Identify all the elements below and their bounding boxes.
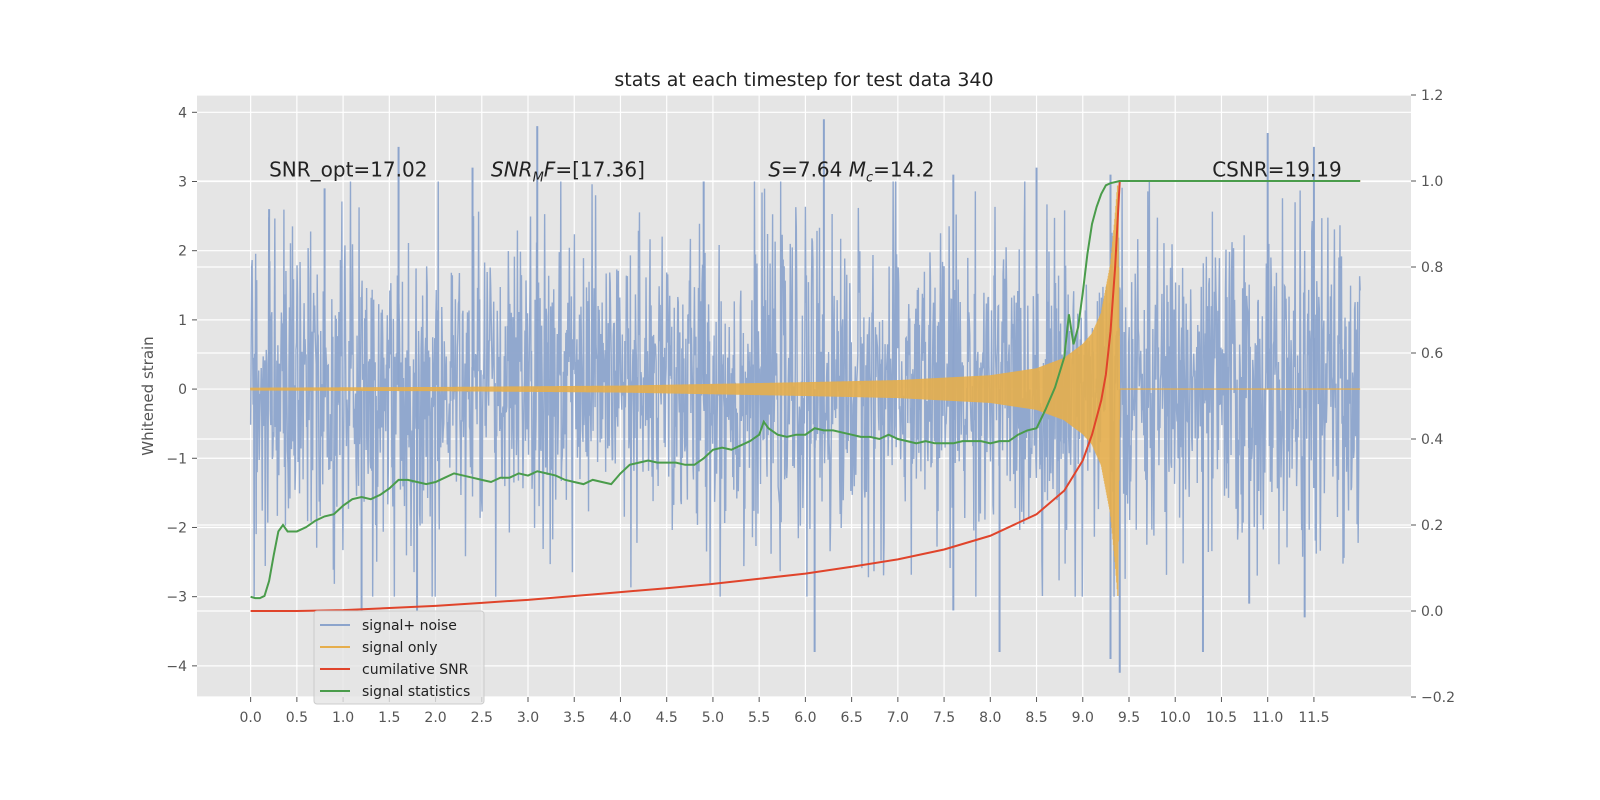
annotation: SNR_opt=17.02 bbox=[269, 158, 427, 182]
x-tick-label: 5.5 bbox=[748, 710, 770, 726]
y2-tick-label: 0.0 bbox=[1421, 604, 1443, 620]
legend: signal+ noise signal only cumilative SNR si… bbox=[313, 610, 485, 705]
y2-tick-label: 0.2 bbox=[1421, 518, 1443, 534]
x-tick-label: 9.5 bbox=[1118, 710, 1140, 726]
annotations: SNR_opt=17.02 SNRMF=[17.36] S=7.64 Mc=14.2… bbox=[269, 158, 1342, 186]
annotation: S=7.64 Mc=14.2 bbox=[768, 158, 934, 186]
x-tick-label: 0.5 bbox=[286, 710, 308, 726]
y2-tick-label: 1.2 bbox=[1421, 88, 1443, 104]
x-tick-label: 10.5 bbox=[1206, 710, 1237, 726]
y2-tick-label: 0.4 bbox=[1421, 432, 1443, 448]
y-tick-label: 4 bbox=[178, 105, 187, 121]
y-tick-label: 1 bbox=[178, 313, 187, 329]
legend-cumulative-snr-label: cumilative SNR bbox=[362, 662, 469, 678]
x-tick-label: 11.0 bbox=[1252, 710, 1283, 726]
x-tick-label: 4.0 bbox=[609, 710, 631, 726]
y2-tick-label: −0.2 bbox=[1421, 690, 1455, 706]
y-tick-label: −4 bbox=[166, 659, 187, 675]
x-tick-label: 11.5 bbox=[1298, 710, 1329, 726]
y2-tick-label: 0.8 bbox=[1421, 260, 1443, 276]
signal-noise-series bbox=[249, 119, 1361, 673]
legend-signal-noise-label: signal+ noise bbox=[362, 618, 457, 634]
y-tick-label: 0 bbox=[178, 382, 187, 398]
axes: 0.0 0.5 1.0 1.5 2.0 2.5 3.0 3.5 4.0 4.5 5.0 5.5 6.0 6… bbox=[166, 88, 1455, 726]
y-tick-label: 2 bbox=[178, 244, 187, 260]
y-axis-label: Whitened strain bbox=[139, 336, 157, 455]
annotation: CSNR=19.19 bbox=[1212, 158, 1342, 182]
x-tick-label: 5.0 bbox=[702, 710, 724, 726]
y2-tick-label: 1.0 bbox=[1421, 174, 1443, 190]
x-tick-label: 10.0 bbox=[1160, 710, 1191, 726]
x-tick-label: 0.0 bbox=[239, 710, 261, 726]
signal-only-trace bbox=[249, 185, 1361, 597]
x-tick-label: 1.5 bbox=[378, 710, 400, 726]
cumulative-snr-line bbox=[250, 180, 1361, 612]
y-tick-label: 3 bbox=[178, 174, 187, 190]
y-tick-label: −1 bbox=[166, 451, 187, 467]
signal-statistics-line bbox=[250, 180, 1361, 600]
x-tick-label: 3.0 bbox=[517, 710, 539, 726]
x-tick-label: 3.5 bbox=[563, 710, 585, 726]
legend-box bbox=[313, 610, 485, 705]
x-tick-label: 8.5 bbox=[1025, 710, 1047, 726]
x-tick-label: 7.0 bbox=[887, 710, 909, 726]
x-tick-label: 6.5 bbox=[840, 710, 862, 726]
x-tick-label: 1.0 bbox=[332, 710, 354, 726]
chart-title: stats at each timestep for test data 340 bbox=[614, 69, 993, 91]
x-tick-label: 7.5 bbox=[933, 710, 955, 726]
y-tick-label: −2 bbox=[166, 520, 187, 536]
line-series bbox=[250, 180, 1361, 612]
annotation: SNRMF=[17.36] bbox=[491, 158, 645, 186]
x-tick-label: 8.0 bbox=[979, 710, 1001, 726]
x-tick-label: 2.5 bbox=[471, 710, 493, 726]
legend-signal-statistics-label: signal statistics bbox=[362, 684, 470, 700]
y2-tick-label: 0.6 bbox=[1421, 346, 1443, 362]
x-tick-label: 2.0 bbox=[424, 710, 446, 726]
legend-signal-only-label: signal only bbox=[362, 640, 437, 656]
x-tick-label: 6.0 bbox=[794, 710, 816, 726]
noise-trace bbox=[249, 181, 1361, 597]
x-tick-label: 4.5 bbox=[656, 710, 678, 726]
x-tick-label: 9.0 bbox=[1072, 710, 1094, 726]
y-tick-label: −3 bbox=[166, 590, 187, 606]
signal-only-series bbox=[249, 185, 1361, 597]
